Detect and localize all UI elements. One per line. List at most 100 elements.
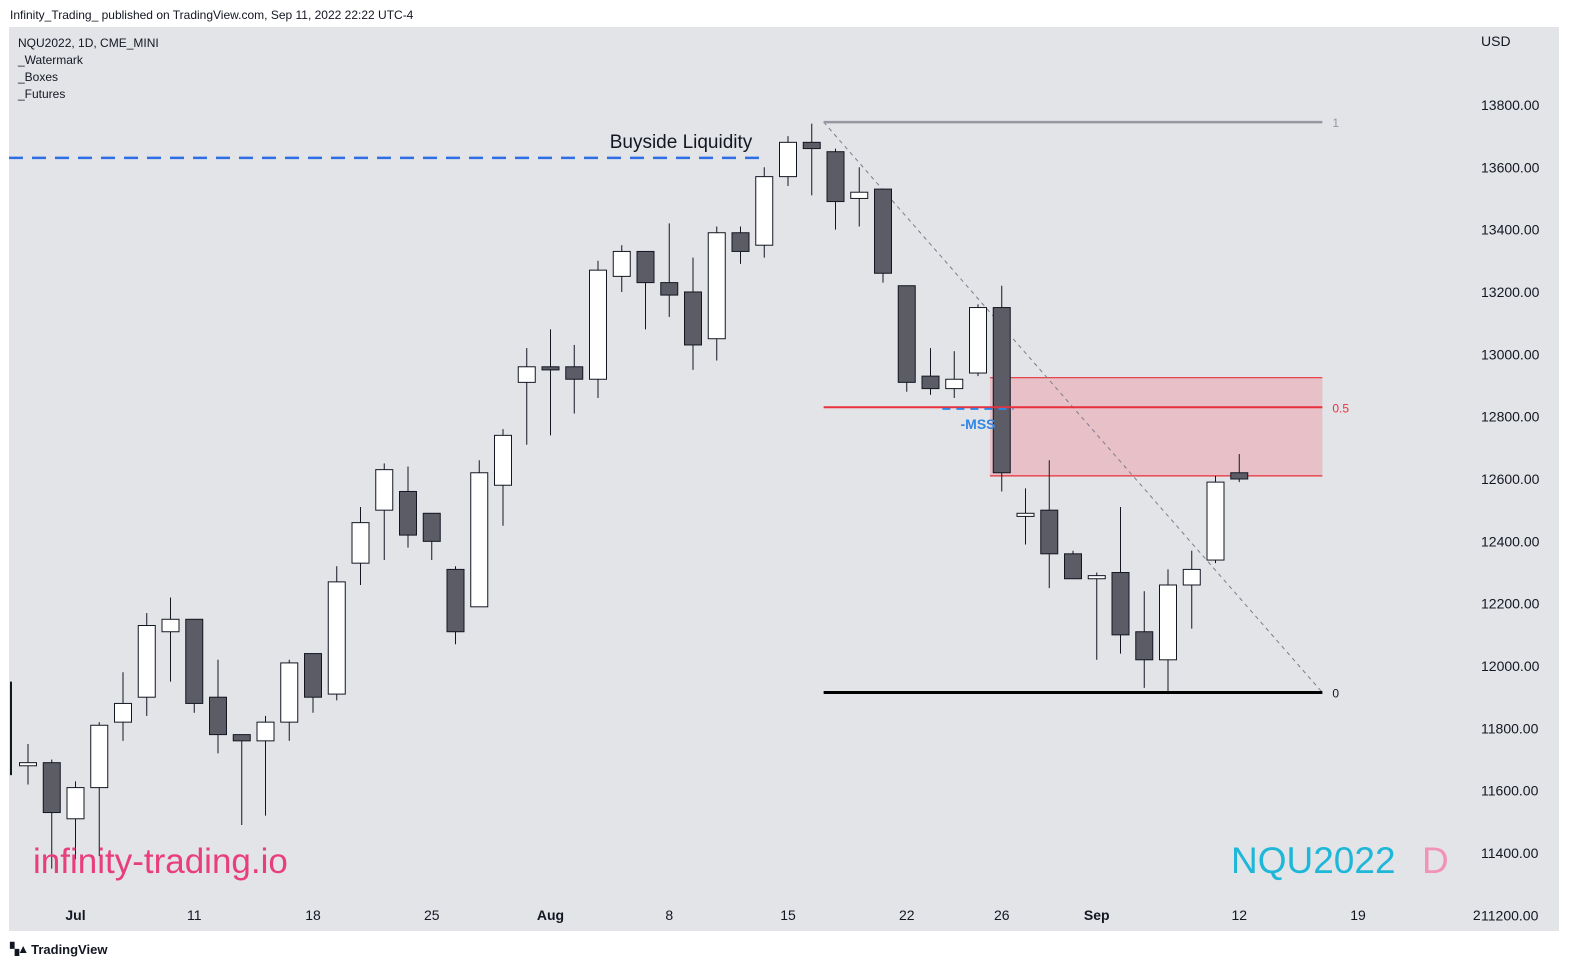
- candle-body: [446, 568, 465, 633]
- candle-body: [541, 366, 560, 371]
- candle-body: [137, 625, 156, 698]
- candle-body: [850, 191, 869, 199]
- candle-body: [494, 434, 512, 486]
- candle-body: [256, 721, 275, 742]
- candle-body: [399, 490, 417, 536]
- price-tick-label: 11200.00: [1481, 907, 1539, 923]
- candle-body: [921, 375, 940, 390]
- time-tick-label: 18: [305, 907, 321, 923]
- candle-body: [422, 512, 441, 542]
- price-tick-label: 11800.00: [1481, 720, 1539, 736]
- candle-body: [1016, 512, 1035, 517]
- time-tick-label: Aug: [537, 907, 564, 923]
- annotation-layer-under: [9, 121, 1323, 776]
- price-tick-label: 12200.00: [1481, 596, 1540, 612]
- candle-body: [232, 734, 251, 742]
- fib-level-1-label: 1: [1332, 116, 1339, 130]
- candle-body: [612, 250, 631, 277]
- legend-symbol[interactable]: NQU2022, 1D, CME_MINI: [18, 36, 159, 50]
- candle-body: [185, 618, 204, 704]
- price-tick-label: 11400.00: [1481, 845, 1539, 861]
- legend-indicator-futures[interactable]: _Futures: [18, 87, 66, 101]
- candle-body: [897, 285, 916, 383]
- candle-body: [589, 269, 607, 380]
- candle-body: [327, 581, 346, 695]
- candle-body: [1182, 568, 1201, 586]
- tradingview-logo[interactable]: ▚▲ TradingView: [10, 940, 107, 958]
- watermark-layer: infinity-trading.io NQU2022 D: [33, 840, 1449, 881]
- price-tick-label: 13400.00: [1481, 222, 1540, 238]
- price-tick-label: 11600.00: [1481, 783, 1539, 799]
- time-tick-label: 22: [899, 907, 915, 923]
- time-tick-label: 2: [1473, 907, 1481, 923]
- candle-body: [660, 282, 679, 296]
- time-tick-label: 19: [1350, 907, 1366, 923]
- price-tick-label: 12400.00: [1481, 533, 1540, 549]
- candle-body: [304, 653, 322, 698]
- candle-body: [1206, 481, 1225, 561]
- fib-level-0-label: 0: [1332, 687, 1339, 701]
- price-tick-label: 12800.00: [1481, 409, 1540, 425]
- candle-body: [826, 151, 845, 203]
- candle-body: [874, 188, 892, 274]
- buyside-liquidity-label: Buyside Liquidity: [610, 132, 753, 153]
- site-watermark: infinity-trading.io: [33, 842, 288, 881]
- price-tick-label: 12600.00: [1481, 471, 1540, 487]
- legend-indicator-watermark[interactable]: _Watermark: [18, 53, 83, 67]
- chart-legend[interactable]: NQU2022, 1D, CME_MINI _Watermark _Boxes …: [18, 35, 159, 103]
- candle-body: [707, 232, 726, 340]
- candles-layer: [19, 123, 1249, 869]
- time-tick-label: 25: [424, 907, 440, 923]
- candle-body: [992, 307, 1011, 474]
- chart-pane[interactable]: 1 0.5 0 -MSS Buyside Liquidity USD 13800.00 13…: [9, 27, 1559, 931]
- candle-body: [565, 366, 584, 380]
- candle-body: [755, 176, 774, 246]
- candle-body: [351, 522, 370, 564]
- candle-body: [1135, 631, 1154, 661]
- price-tick-label: 12000.00: [1481, 658, 1540, 674]
- candle-body: [802, 141, 821, 150]
- time-tick-label: Sep: [1084, 907, 1110, 923]
- candle-body: [42, 762, 61, 814]
- legend-indicator-boxes[interactable]: _Boxes: [18, 70, 59, 84]
- fib-level-05-label: 0.5: [1332, 401, 1349, 415]
- time-axis[interactable]: Jul 11 18 25 Aug 8 15 22 26 Sep 12 19 2: [65, 907, 1480, 923]
- candle-body: [731, 232, 750, 252]
- candle-body: [114, 702, 132, 723]
- candlestick-chart[interactable]: 1 0.5 0 -MSS Buyside Liquidity USD 13800.00 13…: [9, 27, 1559, 931]
- price-tick-label: 13200.00: [1481, 284, 1540, 300]
- candle-body: [969, 307, 987, 374]
- time-tick-label: 8: [665, 907, 673, 923]
- price-tick-label: 13000.00: [1481, 346, 1540, 362]
- time-tick-label: 15: [780, 907, 796, 923]
- candle-body: [19, 762, 37, 767]
- candle-body: [945, 378, 964, 390]
- candle-body: [470, 472, 489, 608]
- price-tick-label: 13600.00: [1481, 159, 1540, 175]
- candle-body: [209, 696, 227, 736]
- time-tick-label: 12: [1231, 907, 1247, 923]
- published-line: Infinity_Trading_ published on TradingVi…: [10, 8, 414, 22]
- time-tick-label: Jul: [65, 907, 85, 923]
- candle-body: [66, 787, 85, 820]
- candle-body: [161, 618, 180, 633]
- time-tick-label: 11: [187, 907, 202, 923]
- candle-body: [280, 662, 299, 723]
- fvg-box: [989, 377, 1323, 476]
- candle-body: [90, 724, 109, 789]
- candle-body: [1040, 509, 1059, 555]
- candle-body: [684, 291, 702, 346]
- candle-body: [1159, 584, 1177, 661]
- price-axis[interactable]: USD 13800.00 13600.00 13400.00 13200.00 13000…: [1481, 33, 1540, 923]
- candle-body: [517, 366, 536, 383]
- timeframe-watermark: D: [1422, 840, 1449, 881]
- candle-body: [1230, 472, 1249, 480]
- candle-body: [375, 469, 394, 511]
- candle-body: [636, 250, 655, 284]
- tradingview-logo-icon: ▚▲: [10, 942, 29, 956]
- mss-label: -MSS: [961, 416, 996, 432]
- candle-body: [1087, 575, 1106, 580]
- annotation-layer-over: 1 0.5 0 -MSS Buyside Liquidity: [610, 116, 1350, 700]
- currency-label: USD: [1481, 33, 1511, 49]
- candle-body: [779, 141, 797, 178]
